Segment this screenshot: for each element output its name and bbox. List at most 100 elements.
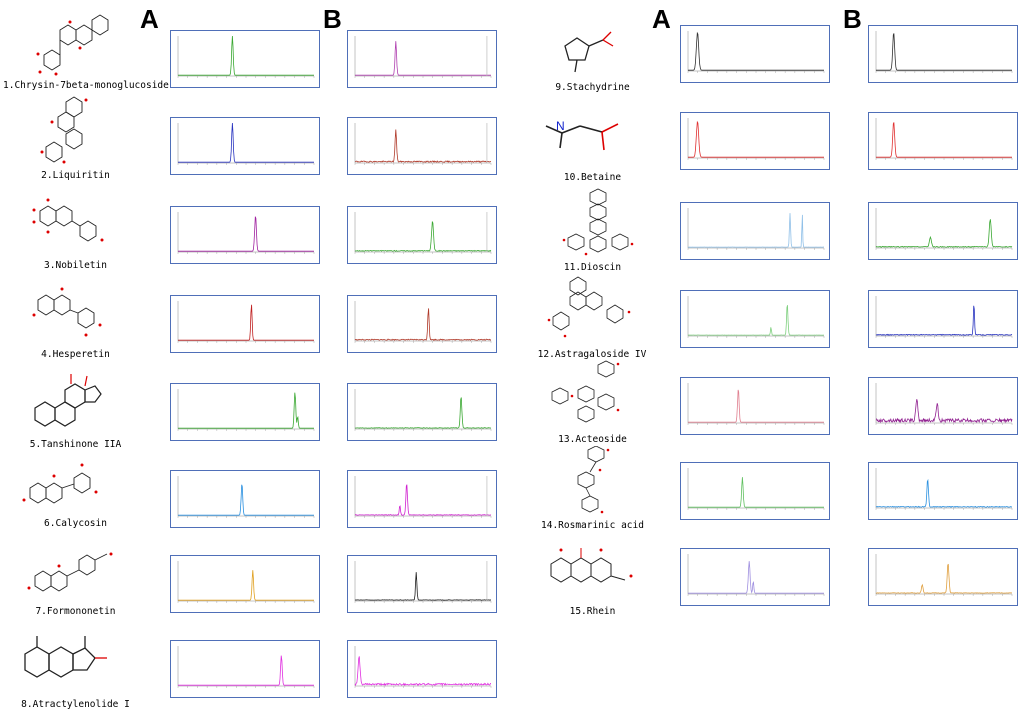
chromatogram-a-2 xyxy=(170,117,320,175)
chart-frame xyxy=(868,112,1018,170)
chromatogram-trace xyxy=(875,219,1013,248)
chart-frame xyxy=(170,30,320,88)
chromatogram-b-8 xyxy=(347,640,497,698)
panel-header-b-right: B xyxy=(843,4,862,34)
chromatogram-trace xyxy=(178,484,314,516)
structure-10: N xyxy=(540,108,650,167)
chart-frame xyxy=(347,640,497,698)
chart-frame xyxy=(868,462,1018,520)
chromatogram-trace xyxy=(875,399,1013,424)
chromatogram-a-10 xyxy=(680,112,830,170)
compound-label-1: 1.Chrysin-7beta-monoglucoside xyxy=(3,80,169,91)
chromatogram-trace xyxy=(875,478,1013,508)
chromatogram-a-11 xyxy=(680,202,830,260)
chromatogram-trace xyxy=(355,41,491,76)
structure-3 xyxy=(30,196,115,260)
chromatogram-trace xyxy=(688,477,824,508)
chart-frame xyxy=(170,470,320,528)
chart-frame xyxy=(680,25,830,83)
chromatogram-trace xyxy=(178,122,314,163)
compound-label-11: 11.Dioscin xyxy=(563,262,622,273)
chromatogram-b-4 xyxy=(347,295,497,353)
compound-label-3: 3.Nobiletin xyxy=(44,260,107,271)
chart-frame xyxy=(170,555,320,613)
structure-14 xyxy=(568,445,623,522)
chromatogram-trace xyxy=(178,304,314,341)
chart-frame xyxy=(347,206,497,264)
chromatogram-b-5 xyxy=(347,383,497,441)
chart-frame xyxy=(680,548,830,606)
chromatogram-trace xyxy=(355,484,492,516)
chromatogram-trace xyxy=(354,129,492,163)
chart-frame xyxy=(868,548,1018,606)
compound-label-8: 8.Atractylenolide I xyxy=(21,699,130,710)
chromatogram-b-13 xyxy=(868,377,1018,435)
structure-7 xyxy=(25,546,135,610)
chart-frame xyxy=(868,202,1018,260)
chart-frame xyxy=(170,383,320,441)
chromatogram-trace xyxy=(688,561,824,594)
chromatogram-a-3 xyxy=(170,206,320,264)
chromatogram-trace xyxy=(354,656,491,687)
compound-label-13: 13.Acteoside xyxy=(558,434,627,445)
chromatogram-a-1 xyxy=(170,30,320,88)
structure-1 xyxy=(30,10,110,84)
panel-header-b-left: B xyxy=(323,4,342,34)
chart-frame xyxy=(868,290,1018,348)
chart-frame xyxy=(680,112,830,170)
compound-label-9: 9.Stachydrine xyxy=(555,82,630,93)
compound-label-6: 6.Calycosin xyxy=(44,518,107,529)
chromatogram-b-1 xyxy=(347,30,497,88)
chromatogram-trace xyxy=(876,33,1012,71)
structure-9 xyxy=(555,28,630,82)
chromatogram-trace xyxy=(688,120,824,158)
compound-label-2: 2.Liquiritin xyxy=(41,170,110,181)
chart-frame xyxy=(170,295,320,353)
chromatogram-a-7 xyxy=(170,555,320,613)
chart-frame xyxy=(347,117,497,175)
chart-frame xyxy=(868,25,1018,83)
chromatogram-a-8 xyxy=(170,640,320,698)
structure-2 xyxy=(38,92,108,171)
chromatogram-b-10 xyxy=(868,112,1018,170)
chart-frame xyxy=(170,640,320,698)
chart-frame xyxy=(347,383,497,441)
compound-label-15: 15.Rhein xyxy=(569,606,616,617)
compound-label-10: 10.Betaine xyxy=(563,172,622,183)
svg-text:N: N xyxy=(556,119,565,133)
compound-label-5: 5.Tanshinone IIA xyxy=(29,439,122,450)
chromatogram-b-6 xyxy=(347,470,497,528)
structure-8 xyxy=(15,632,145,706)
compound-label-7: 7.Formononetin xyxy=(35,606,116,617)
chromatogram-a-15 xyxy=(680,548,830,606)
chromatogram-trace xyxy=(354,572,492,601)
chromatogram-a-6 xyxy=(170,470,320,528)
chromatogram-b-15 xyxy=(868,548,1018,606)
chromatogram-trace xyxy=(688,31,824,71)
chromatogram-trace xyxy=(178,35,314,76)
chromatogram-trace xyxy=(688,389,824,423)
chromatogram-b-11 xyxy=(868,202,1018,260)
chromatogram-trace xyxy=(178,655,314,686)
panel-header-a-left: A xyxy=(140,4,159,34)
chromatogram-b-12 xyxy=(868,290,1018,348)
structure-5 xyxy=(25,368,115,442)
chromatogram-b-3 xyxy=(347,206,497,264)
chromatogram-a-9 xyxy=(680,25,830,83)
chart-frame xyxy=(868,377,1018,435)
chart-frame xyxy=(347,30,497,88)
compound-label-14: 14.Rosmarinic acid xyxy=(541,520,644,531)
chromatogram-trace xyxy=(354,221,492,252)
chromatogram-b-7 xyxy=(347,555,497,613)
chromatogram-trace xyxy=(178,570,314,601)
chart-frame xyxy=(347,470,497,528)
chromatogram-trace xyxy=(687,213,824,248)
chromatogram-b-9 xyxy=(868,25,1018,83)
chromatogram-trace xyxy=(178,216,314,252)
structure-13 xyxy=(548,360,638,434)
chromatogram-trace xyxy=(354,397,492,429)
compound-label-4: 4.Hesperetin xyxy=(41,349,110,360)
chromatogram-b-2 xyxy=(347,117,497,175)
chromatogram-trace xyxy=(875,563,1012,594)
chromatogram-a-12 xyxy=(680,290,830,348)
